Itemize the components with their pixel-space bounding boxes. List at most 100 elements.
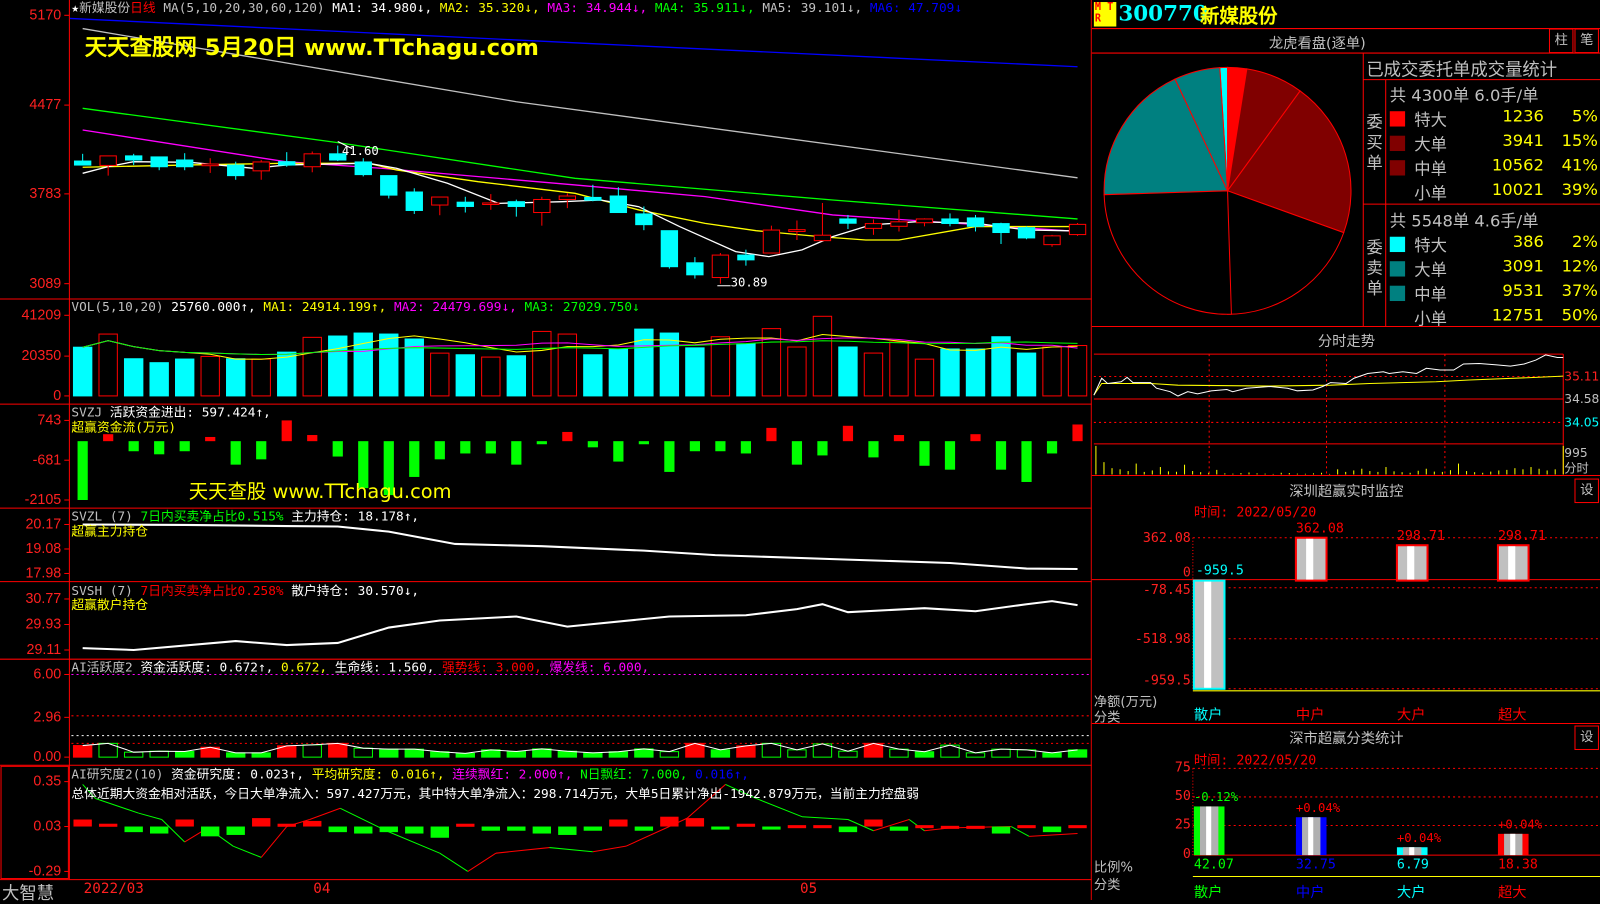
research-bar xyxy=(507,826,526,831)
candle xyxy=(711,254,730,279)
bar-view-button[interactable]: 柱 xyxy=(1548,28,1574,54)
fund-flow-bar xyxy=(485,441,496,454)
research-line xyxy=(161,819,186,843)
pie-slice-sell xyxy=(1219,66,1229,191)
candle xyxy=(99,155,117,166)
fund-flow-bar xyxy=(791,441,803,465)
net-amount-bar-3 xyxy=(1496,544,1530,582)
bar-highlight xyxy=(1510,833,1516,856)
fund-flow-bar xyxy=(944,441,956,470)
volume-bar xyxy=(328,335,348,397)
y-tick-label: -518.98 xyxy=(1134,631,1191,647)
header-segment: VOL(5,10,20) xyxy=(71,298,172,315)
bar-value-label: 298.71 xyxy=(1497,528,1546,545)
research-bar xyxy=(1042,826,1062,833)
research-line xyxy=(309,807,341,820)
fund-flow-bar xyxy=(230,441,241,465)
candle xyxy=(456,201,474,207)
activity-bar xyxy=(174,750,195,758)
fund-flow-bar xyxy=(613,441,624,462)
volume-bar xyxy=(1016,352,1037,397)
settings-button[interactable]: 设 xyxy=(1574,725,1599,750)
fund-flow-bar xyxy=(664,441,675,472)
volume-bar xyxy=(761,328,782,397)
y-tick-label: -0.29 xyxy=(28,862,62,879)
y-tick-label: 2.96 xyxy=(33,708,62,725)
volume-bar xyxy=(608,348,629,397)
y-tick-label: 29.93 xyxy=(25,615,62,632)
research-bar xyxy=(583,826,603,831)
header-segment: MA6: 47.709↓ xyxy=(869,0,962,16)
header-segment: 生命线: 1.560, xyxy=(334,659,443,675)
volume-bar xyxy=(1042,346,1062,397)
panel-header: SVZL (7) 7日内买卖净占比0.515% 主力持仓: 18.178↑, xyxy=(71,509,419,523)
row-name: 大单 xyxy=(1414,260,1447,280)
row-value: 10021 xyxy=(1491,179,1544,199)
volume-bar xyxy=(787,346,807,397)
activity-bar xyxy=(583,752,603,758)
research-bar xyxy=(98,823,118,827)
research-bar xyxy=(736,823,756,827)
panel-header: SVSH (7) 7日内买卖净占比0.258% 散户持仓: 30.570↓, xyxy=(71,583,419,598)
net-amount-bar-1 xyxy=(1294,536,1328,582)
research-line xyxy=(847,819,874,832)
candle xyxy=(737,254,755,261)
bar-body xyxy=(1294,536,1328,582)
fund-flow-bar xyxy=(919,441,930,466)
fund-flow-bar xyxy=(766,427,777,442)
panel-subtitle: 超赢主力持仓 xyxy=(71,523,148,539)
fund-flow-bar xyxy=(205,436,216,442)
fund-flow-bar xyxy=(179,441,190,452)
pointer-arrow xyxy=(337,141,353,150)
bar-value-label: 362.08 xyxy=(1295,521,1344,537)
y-tick-label: 3783 xyxy=(29,184,62,202)
header-segment: MA2: 24479.699↓, xyxy=(393,298,525,315)
y-tick-label: 0.03 xyxy=(33,817,62,834)
category-label: 超大 xyxy=(1497,707,1527,724)
left-chart-area[interactable] xyxy=(0,0,1092,900)
low-price-label: 30.89 xyxy=(730,275,768,290)
bar-center xyxy=(1199,806,1219,856)
price-label: 35.11 xyxy=(1564,369,1600,384)
y-tick-label: 20350 xyxy=(21,346,62,364)
panel-subtitle: 超赢散户持仓 xyxy=(71,596,148,613)
volume-bar xyxy=(736,343,756,397)
row-name: 特大 xyxy=(1414,110,1447,130)
volume-bar xyxy=(991,336,1011,397)
row-name: 中单 xyxy=(1414,284,1447,305)
fund-flow-bar xyxy=(383,441,394,496)
change-label: +0.04% xyxy=(1295,800,1341,816)
activity-bar xyxy=(1042,752,1062,758)
header-segment: 强势线: 3.000, xyxy=(442,659,550,675)
fund-flow-bar xyxy=(995,441,1007,470)
settings-button[interactable]: 设 xyxy=(1574,478,1599,504)
candle xyxy=(150,156,168,168)
y-tick-label: -959.5 xyxy=(1142,673,1191,689)
panel-header: AI活跃度2 资金活跃度: 0.672↑, 0.672, 生命线: 1.560,… xyxy=(71,660,649,674)
fund-flow-bar xyxy=(128,441,139,452)
header-segment: 新媒股份 xyxy=(79,0,131,16)
activity-bar xyxy=(328,742,348,758)
bar-highlight xyxy=(1409,847,1415,856)
tick-view-button[interactable]: 笔 xyxy=(1574,28,1599,54)
header-segment: 0.016↑, xyxy=(695,766,749,782)
y-tick-label: 0 xyxy=(1182,565,1191,581)
research-bar xyxy=(303,820,322,827)
volume-bar xyxy=(710,336,731,397)
volume-bar xyxy=(506,355,527,397)
row-percent: 41% xyxy=(1561,155,1598,175)
volume-bar xyxy=(685,347,705,397)
research-bar xyxy=(328,826,347,833)
header-segment: MA1: 24914.199↑, xyxy=(263,298,394,315)
price-label: 34.58 xyxy=(1564,391,1600,407)
research-bar xyxy=(889,826,909,831)
y-tick-label: -681 xyxy=(32,451,62,468)
header-segment: MA2: 35.320↓, xyxy=(439,0,548,16)
legend-swatch xyxy=(1389,135,1406,152)
volume-bar xyxy=(863,352,884,397)
volume-bar xyxy=(430,352,450,397)
candle xyxy=(201,163,219,167)
research-bar xyxy=(634,826,654,831)
row-percent: 12% xyxy=(1561,256,1598,276)
volume-label: 995 xyxy=(1564,445,1588,461)
